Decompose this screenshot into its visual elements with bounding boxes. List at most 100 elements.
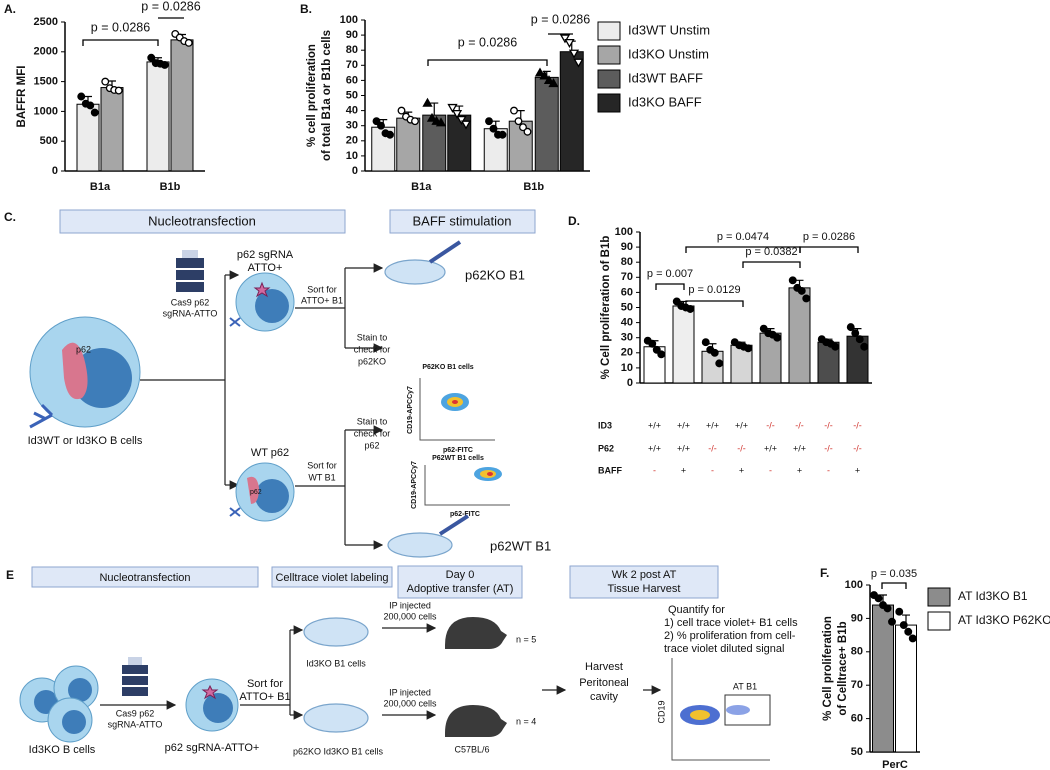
table-cell: +/+: [793, 443, 806, 453]
data-point: [851, 329, 860, 338]
y-tick-label: 40: [346, 105, 358, 117]
diagram-e-shape: [62, 710, 86, 734]
diagram-label: Day 0: [446, 569, 475, 581]
diagram-label: sgRNA-ATTO: [163, 308, 218, 318]
diagram-e-shape: [240, 630, 291, 715]
p-value: p = 0.0286: [458, 35, 517, 49]
diagram-e-shape-shape: [122, 676, 148, 685]
y-tick-label: 100: [615, 226, 633, 238]
y-axis-label: of Celltrace+ B1b: [837, 621, 849, 715]
data-point: [460, 120, 472, 130]
table-row-label: ID3: [598, 420, 612, 430]
y-tick-label: 0: [52, 165, 58, 177]
bar: [872, 604, 894, 753]
p-value: p = 0.0129: [688, 284, 740, 296]
legend-label: AT Id3KO B1: [958, 589, 1028, 603]
bar: [559, 51, 584, 172]
diagram-e-shape: [203, 693, 233, 723]
y-tick-label: 1000: [34, 105, 58, 117]
diagram-c-shape: [176, 250, 204, 292]
bar: [895, 624, 917, 753]
diagram-e-shape: [671, 658, 770, 761]
diagram-label: BAFF stimulation: [413, 213, 512, 228]
diagram-label: p62-FITC: [443, 447, 473, 454]
y-tick-label: 60: [851, 713, 863, 725]
data-point: [456, 116, 467, 125]
data-point: [422, 97, 433, 107]
table-cell: -/-: [708, 443, 717, 453]
legend-swatch: [597, 69, 621, 89]
diagram-e-shape: [201, 684, 219, 700]
diagram-label: Peritoneal: [579, 677, 629, 689]
diagram-label: Adoptive transfer (AT): [407, 583, 514, 595]
diagram-label: WT p62: [251, 447, 289, 459]
data-point: [114, 86, 123, 95]
table-cell: -/-: [766, 420, 775, 430]
y-tick-label: 20: [346, 135, 358, 147]
legend-swatch: [597, 45, 621, 65]
diagram-label: IP injected: [389, 600, 431, 610]
data-point: [648, 339, 657, 348]
data-point: [573, 58, 584, 68]
diagram-c-shape: [253, 281, 271, 298]
data-point: [710, 348, 719, 357]
diagram-label: WT B1: [308, 472, 335, 482]
data-point: [802, 294, 811, 303]
diagram-label: cavity: [590, 691, 619, 703]
y-tick-label: 0: [627, 377, 633, 389]
y-tick-label: 20: [621, 347, 633, 359]
diagram-label: C57BL/6: [454, 744, 489, 754]
data-point: [447, 103, 458, 113]
table-cell: +/+: [677, 420, 690, 430]
y-tick-label: 30: [621, 332, 633, 344]
diagram-label: CD19-APCCy7: [407, 386, 414, 434]
diagram-e-shape: [690, 710, 710, 720]
diagram-label: 2) % proliferation from cell-: [664, 630, 796, 642]
diagram-label: 200,000 cells: [383, 698, 437, 708]
data-point: [539, 70, 550, 80]
p-value: p = 0.0474: [717, 231, 769, 243]
diagram-e-shape: [303, 617, 369, 647]
data-point: [788, 276, 797, 285]
data-point: [888, 617, 896, 626]
data-point: [90, 108, 99, 117]
legend-swatch: [927, 611, 951, 631]
diagram-c-shape: [140, 275, 226, 485]
diagram-label: Wk 2 post AT: [612, 569, 677, 581]
diagram-e-shape: [68, 678, 92, 702]
data-point: [657, 350, 666, 359]
diagram-c-shape: [255, 479, 289, 513]
y-tick-label: 500: [40, 135, 58, 147]
x-tick-label: B1b: [160, 181, 181, 193]
data-point: [510, 106, 518, 115]
table-cell: +/+: [706, 420, 719, 430]
data-point: [397, 106, 406, 115]
table-cell: +/+: [764, 443, 777, 453]
y-tick-label: 100: [845, 579, 863, 591]
diagram-label: trace violet diluted signal: [664, 643, 784, 655]
data-point: [855, 335, 864, 344]
x-tick-label: PerC: [882, 759, 908, 770]
table-cell: +/+: [648, 443, 661, 453]
y-tick-label: 1500: [34, 76, 58, 88]
y-axis-label: % cell proliferation: [306, 44, 318, 147]
p-value: p = 0.0286: [803, 231, 855, 243]
diagram-c-shape: [255, 289, 289, 323]
significance-bracket: [881, 582, 907, 589]
diagram-label: Sort for: [307, 460, 337, 470]
data-point: [908, 634, 917, 643]
diagram-c-shape: [247, 476, 259, 504]
data-point: [101, 77, 110, 86]
legend-label: Id3KO Unstim: [628, 46, 709, 61]
y-tick-label: 60: [346, 74, 358, 86]
diagram-c-shape-shape: [176, 282, 204, 292]
data-point: [899, 621, 908, 630]
data-point: [652, 345, 661, 354]
table-cell: +/+: [735, 420, 748, 430]
data-point: [548, 78, 559, 88]
legend-label: Id3WT BAFF: [628, 70, 703, 85]
diagram-label: Sort for: [247, 678, 283, 690]
diagram-c: Nucleotransfection BAFF stimulation Cas9…: [28, 209, 551, 558]
legend-swatch: [927, 587, 951, 607]
